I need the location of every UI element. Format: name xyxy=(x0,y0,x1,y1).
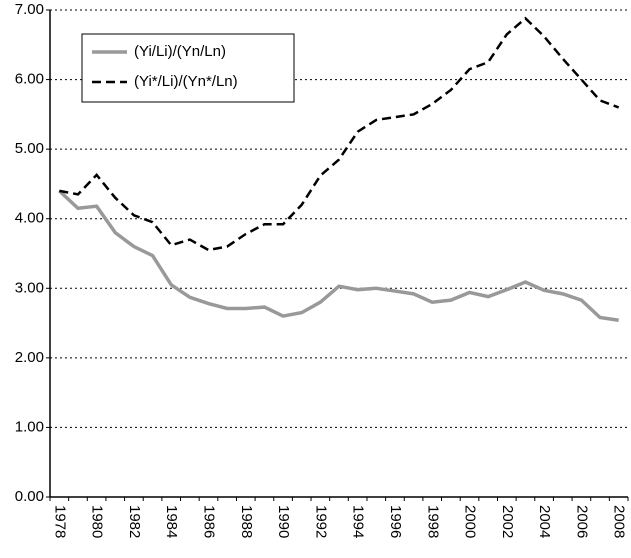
x-tick-label: 1984 xyxy=(163,505,180,538)
x-tick-label: 2000 xyxy=(462,505,479,538)
y-tick-label: 2.00 xyxy=(15,349,44,366)
x-tick-label: 1978 xyxy=(51,505,68,538)
x-tick-label: 2002 xyxy=(499,505,516,538)
x-tick-label: 1994 xyxy=(350,505,367,538)
x-tick-label: 2006 xyxy=(573,505,590,538)
series-line xyxy=(59,16,620,252)
legend-label: (Yi*/Li)/(Yn*/Ln) xyxy=(134,73,238,90)
x-tick-label: 1988 xyxy=(238,505,255,538)
x-tick-label: 2004 xyxy=(536,505,553,538)
x-tick-label: 1980 xyxy=(89,505,106,538)
series-line xyxy=(58,189,619,323)
x-tick-label: 1998 xyxy=(424,505,441,538)
x-tick-label: 1990 xyxy=(275,505,292,538)
y-tick-label: 3.00 xyxy=(15,279,44,296)
x-tick-label: 1986 xyxy=(201,505,218,538)
x-tick-label: 1996 xyxy=(387,505,404,538)
x-tick-label: 2008 xyxy=(611,505,628,538)
y-tick-label: 5.00 xyxy=(15,140,44,157)
y-tick-label: 7.00 xyxy=(15,1,44,18)
y-tick-label: 0.00 xyxy=(15,488,44,505)
y-tick-label: 1.00 xyxy=(15,418,44,435)
x-tick-label: 1982 xyxy=(126,505,143,538)
y-tick-label: 6.00 xyxy=(15,71,44,88)
legend-label: (Yi/Li)/(Yn/Ln) xyxy=(134,43,226,60)
x-tick-label: 1992 xyxy=(312,505,329,538)
y-tick-label: 4.00 xyxy=(15,210,44,227)
legend-box xyxy=(81,33,295,103)
legend: (Yi/Li)/(Yn/Ln) (Yi*/Li)/(Yn*/Ln) xyxy=(81,33,295,103)
